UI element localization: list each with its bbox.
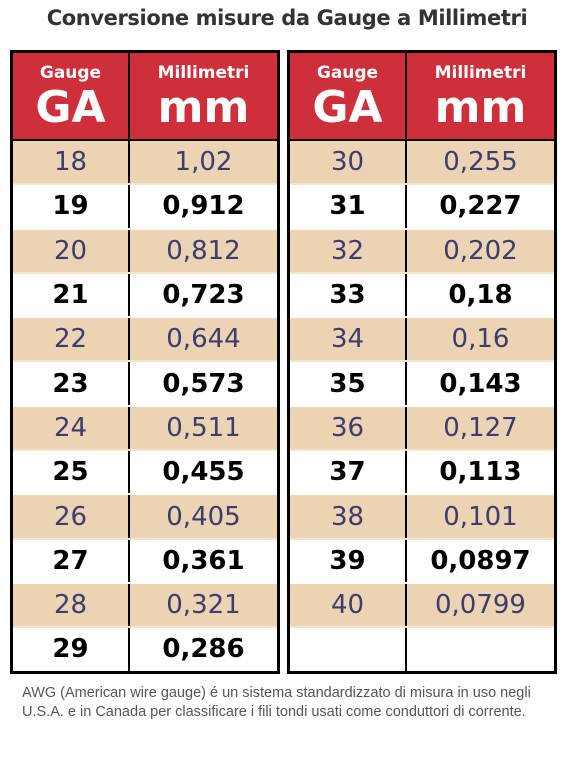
gauge-cell: 24 <box>10 405 130 452</box>
header-row: Gauge GA Millimetri mm <box>287 51 557 141</box>
table-row: 28 0,321 <box>10 582 280 629</box>
table-row: 36 0,127 <box>287 405 557 452</box>
mm-cell: 0,101 <box>404 494 557 540</box>
table-row: 34 0,16 <box>287 317 557 363</box>
mm-cell: 0,143 <box>404 361 557 407</box>
title: Conversione misure da Gauge a Millimetri <box>46 6 528 30</box>
mm-cell: 0,18 <box>404 272 557 319</box>
table-row: 40 0,0799 <box>287 582 557 629</box>
table-row: 22 0,644 <box>10 317 280 363</box>
mm-cell: 0,202 <box>404 228 557 274</box>
gauge-cell: 26 <box>10 494 130 540</box>
header-label: Gauge <box>39 62 102 83</box>
gauge-cell: 20 <box>10 228 130 274</box>
table-row: 33 0,18 <box>287 272 557 319</box>
mm-cell: 0,255 <box>404 140 557 186</box>
mm-cell: 0,321 <box>127 582 280 629</box>
gauge-cell: 34 <box>287 317 407 363</box>
header-cell: Gauge GA <box>287 51 407 141</box>
mm-cell: 1,02 <box>127 140 280 186</box>
mm-cell: 0,0897 <box>404 538 557 584</box>
gauge-cell: 19 <box>10 184 130 230</box>
table-row: 18 1,02 <box>10 140 280 186</box>
gauge-cell: 38 <box>287 494 407 540</box>
gauge-cell: 29 <box>10 627 130 674</box>
table-row: 27 0,361 <box>10 538 280 584</box>
table-row: 20 0,812 <box>10 228 280 274</box>
table-row: 29 0,286 <box>10 627 280 674</box>
table-row: 24 0,511 <box>10 405 280 452</box>
header-cell: Millimetri mm <box>127 51 280 141</box>
footnote: AWG (American wire gauge) é un sistema s… <box>22 685 531 720</box>
gauge-cell: 23 <box>10 361 130 407</box>
header-label: Millimetri <box>157 62 250 83</box>
header-unit: GA <box>35 81 106 133</box>
header-cell: Millimetri mm <box>404 51 557 141</box>
header-unit: mm <box>434 81 527 133</box>
mm-cell: 0,127 <box>404 405 557 452</box>
table-row: 25 0,455 <box>10 450 280 496</box>
gauge-cell: 37 <box>287 450 407 496</box>
mm-cell: 0,723 <box>127 272 280 319</box>
mm-cell: 0,912 <box>127 184 280 230</box>
mm-cell: 0,644 <box>127 317 280 363</box>
header-label: Millimetri <box>434 62 527 83</box>
table-row: 31 0,227 <box>287 184 557 230</box>
gauge-cell: 25 <box>10 450 130 496</box>
gauge-cell: 21 <box>10 272 130 319</box>
empty-cell <box>287 627 407 674</box>
header-cell: Gauge GA <box>10 51 130 141</box>
header-unit: GA <box>312 81 383 133</box>
gauge-cell: 22 <box>10 317 130 363</box>
table-row: 30 0,255 <box>287 140 557 186</box>
gauge-cell: 18 <box>10 140 130 186</box>
gauge-cell: 39 <box>287 538 407 584</box>
gauge-cell: 40 <box>287 582 407 629</box>
gauge-table: Gauge GA Millimetri mm 30 0,255 31 0,227 32 0,202… <box>287 50 557 674</box>
gauge-cell: 27 <box>10 538 130 584</box>
table-row: 39 0,0897 <box>287 538 557 584</box>
mm-cell: 0,0799 <box>404 582 557 629</box>
mm-cell: 0,573 <box>127 361 280 407</box>
table-row: 32 0,202 <box>287 228 557 274</box>
table-row: 19 0,912 <box>10 184 280 230</box>
table-row <box>287 627 557 674</box>
gauge-cell: 31 <box>287 184 407 230</box>
gauge-cell: 35 <box>287 361 407 407</box>
mm-cell: 0,286 <box>127 627 280 674</box>
mm-cell: 0,812 <box>127 228 280 274</box>
table-row: 37 0,113 <box>287 450 557 496</box>
mm-cell: 0,16 <box>404 317 557 363</box>
table-row: 38 0,101 <box>287 494 557 540</box>
header-unit: mm <box>157 81 250 133</box>
mm-cell: 0,455 <box>127 450 280 496</box>
header-label: Gauge <box>316 62 379 83</box>
mm-cell: 0,227 <box>404 184 557 230</box>
header-row: Gauge GA Millimetri mm <box>10 51 280 141</box>
table-row: 21 0,723 <box>10 272 280 319</box>
gauge-cell: 33 <box>287 272 407 319</box>
gauge-cell: 36 <box>287 405 407 452</box>
table-row: 26 0,405 <box>10 494 280 540</box>
mm-cell: 0,113 <box>404 450 557 496</box>
gauge-cell: 28 <box>10 582 130 629</box>
mm-cell: 0,361 <box>127 538 280 584</box>
gauge-cell: 30 <box>287 140 407 186</box>
empty-cell <box>404 627 557 674</box>
mm-cell: 0,511 <box>127 405 280 452</box>
table-row: 35 0,143 <box>287 361 557 407</box>
gauge-table: Gauge GA Millimetri mm 18 1,02 19 0,912 20 0,812 2… <box>10 50 280 674</box>
mm-cell: 0,405 <box>127 494 280 540</box>
table-row: 23 0,573 <box>10 361 280 407</box>
gauge-cell: 32 <box>287 228 407 274</box>
